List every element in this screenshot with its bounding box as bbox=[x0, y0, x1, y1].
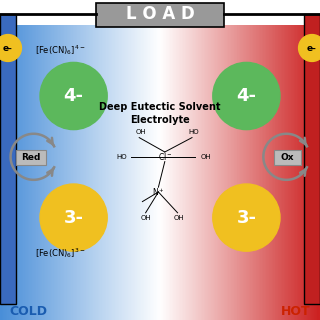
Text: Deep Eutectic Solvent: Deep Eutectic Solvent bbox=[99, 102, 221, 112]
Circle shape bbox=[0, 35, 21, 61]
FancyBboxPatch shape bbox=[16, 150, 46, 165]
Bar bbox=[0, 14, 16, 304]
Circle shape bbox=[40, 184, 107, 251]
Text: Cl$^-$: Cl$^-$ bbox=[157, 151, 172, 162]
Text: Ox: Ox bbox=[281, 153, 294, 162]
Text: 3-: 3- bbox=[236, 209, 256, 227]
Text: OH: OH bbox=[201, 154, 212, 160]
Text: HO: HO bbox=[188, 129, 199, 135]
Circle shape bbox=[213, 184, 280, 251]
Text: Red: Red bbox=[21, 153, 41, 162]
Text: e-: e- bbox=[307, 44, 317, 52]
Text: 4-: 4- bbox=[236, 87, 256, 105]
FancyBboxPatch shape bbox=[274, 150, 301, 165]
Text: HOT: HOT bbox=[281, 305, 310, 317]
Bar bbox=[304, 14, 320, 304]
Circle shape bbox=[299, 35, 320, 61]
Text: 3-: 3- bbox=[64, 209, 84, 227]
Text: HO: HO bbox=[116, 154, 127, 160]
Text: OH: OH bbox=[140, 215, 151, 221]
Text: [Fe(CN)$_6$]$^{3-}$: [Fe(CN)$_6$]$^{3-}$ bbox=[35, 246, 85, 260]
Text: [Fe(CN)$_6$]$^{4-}$: [Fe(CN)$_6$]$^{4-}$ bbox=[35, 43, 85, 57]
Text: L O A D: L O A D bbox=[126, 5, 194, 23]
Text: COLD: COLD bbox=[10, 305, 48, 317]
Circle shape bbox=[213, 62, 280, 130]
Text: 4-: 4- bbox=[64, 87, 84, 105]
Text: Electrolyte: Electrolyte bbox=[130, 115, 190, 125]
Circle shape bbox=[40, 62, 107, 130]
Text: N$^+$: N$^+$ bbox=[152, 186, 165, 198]
Text: OH: OH bbox=[135, 129, 146, 135]
FancyBboxPatch shape bbox=[96, 3, 224, 27]
Text: OH: OH bbox=[174, 215, 185, 221]
Text: e-: e- bbox=[3, 44, 13, 52]
